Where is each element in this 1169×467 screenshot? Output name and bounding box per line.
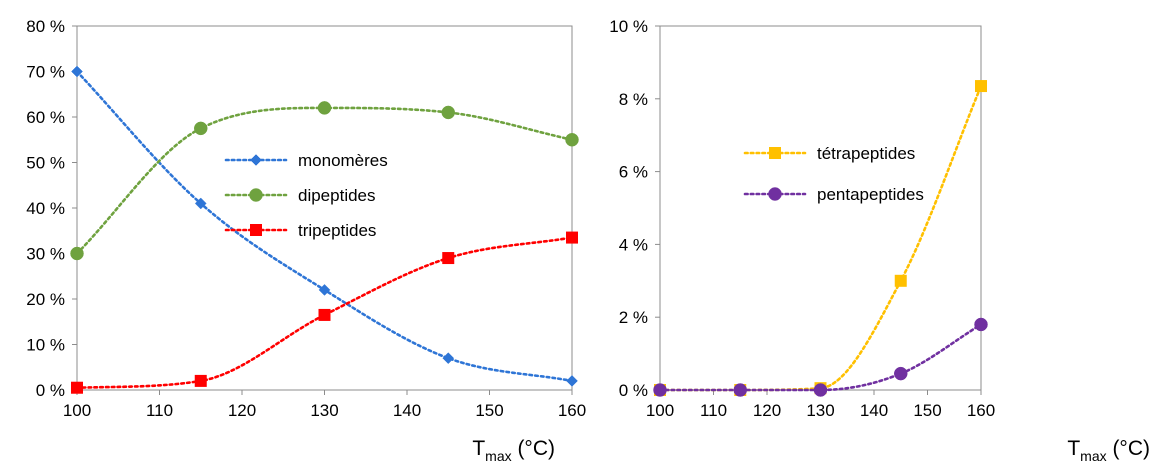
data-point (733, 383, 747, 397)
data-point (894, 366, 908, 381)
x-tick-label: 130 (310, 401, 338, 420)
x-axis-label: Tmax (°C) (1067, 437, 1150, 464)
series-line (658, 84, 983, 392)
x-tick-label: 160 (558, 401, 586, 420)
legend-marker (250, 154, 262, 166)
y-tick-label: 50 % (26, 154, 65, 173)
data-point (318, 308, 331, 321)
x-tick-label: 120 (753, 401, 781, 420)
x-tick-label: 150 (913, 401, 941, 420)
data-point (70, 246, 84, 261)
x-tick-label: 100 (646, 401, 674, 420)
series-monomères (71, 65, 578, 387)
x-tick-label: 100 (63, 401, 91, 420)
x-axis-label: Tmax (°C) (472, 437, 555, 464)
legend-item: monomères (224, 151, 388, 170)
y-tick-label: 6 % (619, 163, 648, 182)
data-point (653, 383, 667, 397)
data-point (318, 284, 331, 296)
x-tick-label: 150 (475, 401, 503, 420)
x-tick-label: 130 (806, 401, 834, 420)
data-point (566, 375, 578, 387)
y-tick-label: 70 % (26, 63, 65, 82)
y-tick-label: 4 % (619, 235, 648, 254)
x-tick-label: 160 (967, 401, 995, 420)
legend-item: dipeptides (224, 186, 376, 205)
x-tick-label: 140 (860, 401, 888, 420)
series-dipeptides (70, 101, 579, 261)
data-point (813, 383, 828, 397)
data-point (974, 317, 988, 332)
x-tick-label: 110 (146, 401, 173, 420)
series-line (75, 236, 574, 390)
y-tick-label: 10 % (609, 17, 648, 36)
legend-marker (249, 188, 263, 202)
legend-label: tétrapeptides (817, 144, 915, 163)
y-tick-label: 40 % (26, 199, 65, 218)
y-tick-label: 8 % (619, 90, 648, 109)
legend-label: tripeptides (298, 221, 376, 240)
legend-label: dipeptides (298, 186, 376, 205)
data-point (71, 65, 83, 78)
legend-label: monomères (298, 151, 388, 170)
x-tick-label: 120 (228, 401, 256, 420)
legend-marker (250, 224, 262, 236)
legend-marker (769, 147, 781, 159)
data-point (194, 121, 208, 136)
data-point (565, 133, 579, 147)
data-point (194, 374, 207, 387)
y-tick-label: 30 % (26, 245, 65, 264)
data-point (442, 352, 455, 365)
y-tick-label: 80 % (26, 17, 65, 36)
series-pentapeptides (653, 317, 988, 397)
y-tick-label: 0 % (36, 381, 65, 400)
chart-2: 0 % 2 % 4 % 6 % 8 % 10 % 100 110 120 130 140 150 160… (609, 17, 1150, 464)
series-tétrapeptides (654, 80, 987, 396)
data-point (441, 105, 455, 120)
legend-item: tripeptides (224, 221, 376, 240)
legend-label: pentapeptides (817, 185, 924, 204)
series-line (658, 323, 983, 392)
y-tick-label: 60 % (26, 108, 65, 127)
data-point (71, 381, 83, 394)
y-tick-label: 10 % (26, 336, 65, 355)
data-point (975, 80, 987, 93)
legend-marker (768, 187, 782, 201)
series-line (75, 70, 574, 383)
chart-1: 0 % 10 % 20 % 30 % 40 % 50 % 60 % 70 % 80 % 100 11… (26, 17, 586, 464)
data-point (317, 101, 332, 115)
data-point (442, 252, 455, 265)
legend-item: tétrapeptides (743, 144, 915, 163)
plot-frame (76, 25, 573, 391)
y-tick-label: 2 % (619, 308, 648, 327)
legend-item: pentapeptides (743, 185, 924, 204)
y-tick-label: 0 % (619, 381, 648, 400)
data-point (194, 197, 207, 210)
data-point (566, 231, 578, 244)
data-point (894, 274, 907, 287)
series-tripeptides (71, 231, 578, 394)
x-tick-label: 110 (700, 401, 727, 420)
y-tick-label: 20 % (26, 290, 65, 309)
x-tick-label: 140 (393, 401, 421, 420)
